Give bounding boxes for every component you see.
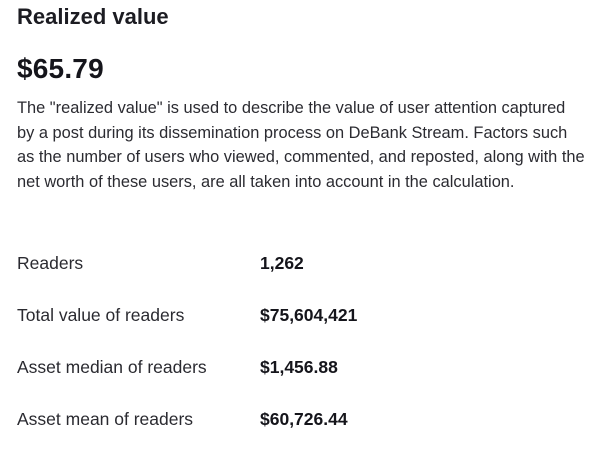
- stat-row-asset-mean: Asset mean of readers $60,726.44: [17, 409, 587, 461]
- stat-row-total-value: Total value of readers $75,604,421: [17, 305, 587, 357]
- stat-value: $1,456.88: [260, 357, 338, 377]
- stat-row-readers: Readers 1,262: [17, 253, 587, 305]
- stats-list: Readers 1,262 Total value of readers $75…: [17, 253, 587, 461]
- stat-label: Asset mean of readers: [17, 409, 194, 429]
- stat-value: 1,262: [260, 253, 304, 273]
- stat-value: $60,726.44: [260, 409, 348, 429]
- stat-label: Asset median of readers: [17, 357, 207, 377]
- stat-row-asset-median: Asset median of readers $1,456.88: [17, 357, 587, 409]
- stat-label: Readers: [17, 253, 84, 273]
- stat-value: $75,604,421: [260, 305, 358, 325]
- realized-value-description: The "realized value" is used to describe…: [17, 99, 585, 191]
- realized-value-amount: $65.79: [17, 53, 104, 84]
- section-title: Realized value: [17, 4, 169, 29]
- stat-label: Total value of readers: [17, 305, 185, 325]
